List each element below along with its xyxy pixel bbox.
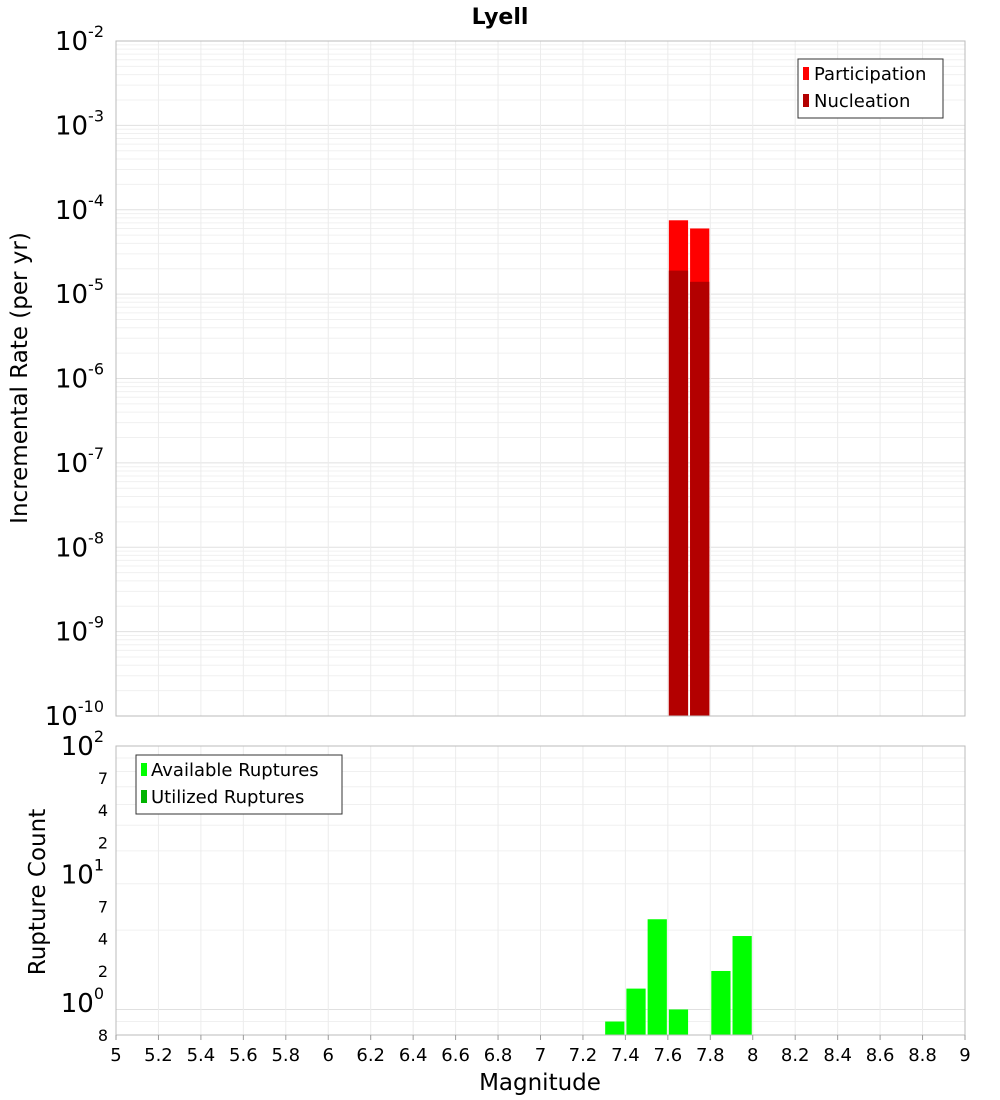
x-tick-label: 8.2 xyxy=(781,1045,810,1066)
bottom-y-ticks: 8 100 2 4 7 101 2 4 7 102 xyxy=(61,727,108,1045)
bar-available-ruptures xyxy=(711,970,731,1035)
y-tick-label: 4 xyxy=(98,801,108,820)
y-tick-label: 7 xyxy=(98,898,108,917)
x-tick-label: 8.4 xyxy=(823,1045,852,1066)
x-tick-label: 5.6 xyxy=(229,1045,258,1066)
bar-available-ruptures xyxy=(605,1021,625,1035)
x-tick-label: 7.8 xyxy=(696,1045,725,1066)
legend-label-utilized: Utilized Ruptures xyxy=(151,787,304,808)
top-grid xyxy=(115,41,966,717)
y-tick-label: 101 xyxy=(61,855,104,890)
bar-nucleation xyxy=(690,281,710,716)
x-tick-label: 5.2 xyxy=(144,1045,173,1066)
x-tick-label: 6.6 xyxy=(441,1045,470,1066)
legend-label-available: Available Ruptures xyxy=(151,760,319,781)
top-legend: Participation Nucleation xyxy=(797,58,944,119)
x-tick-label: 5.8 xyxy=(271,1045,300,1066)
y-tick-label: 4 xyxy=(98,930,108,949)
x-tick-label: 8.6 xyxy=(866,1045,895,1066)
top-bars xyxy=(668,220,710,717)
y-tick-label: 2 xyxy=(98,962,108,981)
x-ticks: 5 5.2 5.4 5.6 5.8 6 6.2 6.4 6.6 6.8 7 7.2 7.4 7.6 7.8 8… xyxy=(110,1035,971,1066)
x-tick-label: 9 xyxy=(959,1045,970,1066)
legend-label-participation: Participation xyxy=(814,64,926,85)
bar-available-ruptures xyxy=(647,919,667,1035)
y-tick-label: 10-5 xyxy=(55,275,104,310)
x-axis-label: Magnitude xyxy=(479,1070,601,1096)
chart-title: Lyell xyxy=(472,5,529,30)
x-tick-label: 7.6 xyxy=(654,1045,683,1066)
legend-swatch-utilized xyxy=(141,790,147,803)
legend-swatch-available xyxy=(141,763,147,776)
y-tick-label: 10-2 xyxy=(55,22,104,57)
y-tick-label: 10-7 xyxy=(55,444,104,479)
y-tick-label: 100 xyxy=(61,984,104,1019)
legend-swatch-nucleation xyxy=(803,94,809,107)
bottom-legend-box xyxy=(135,754,343,815)
y-tick-label: 10-3 xyxy=(55,106,104,141)
bar-available-ruptures xyxy=(668,1009,689,1035)
x-tick-label: 7 xyxy=(535,1045,546,1066)
bottom-panel: 8 100 2 4 7 101 2 4 7 102 5 5.2 5.4 5.6 5.8 6 6.2 6.4 6.6… xyxy=(25,727,971,1096)
y-tick-label: 10-8 xyxy=(55,528,104,563)
y-tick-label: 10-6 xyxy=(55,360,104,395)
x-tick-label: 6.8 xyxy=(484,1045,513,1066)
y-tick-label: 102 xyxy=(61,727,104,762)
legend-swatch-participation xyxy=(803,67,809,80)
x-tick-label: 7.2 xyxy=(569,1045,598,1066)
bottom-bars xyxy=(605,919,752,1035)
y-tick-label: 2 xyxy=(98,833,108,852)
y-tick-label: 10-10 xyxy=(45,697,104,732)
x-tick-label: 8.8 xyxy=(908,1045,937,1066)
bottom-legend: Available Ruptures Utilized Ruptures xyxy=(135,754,343,815)
x-tick-label: 6.4 xyxy=(399,1045,428,1066)
x-tick-label: 6.2 xyxy=(356,1045,385,1066)
x-tick-label: 6 xyxy=(323,1045,334,1066)
top-plot-border xyxy=(115,40,966,717)
top-y-ticks: 10-10 10-9 10-8 10-7 10-6 10-5 10-4 10-3 10-2 xyxy=(45,22,104,732)
x-tick-label: 8 xyxy=(747,1045,758,1066)
bottom-y-axis-label: Rupture Count xyxy=(25,809,51,975)
top-panel: 10-10 10-9 10-8 10-7 10-6 10-5 10-4 10-3 10-2 In… xyxy=(7,22,966,732)
y-tick-label: 7 xyxy=(98,769,108,788)
top-legend-box xyxy=(797,58,944,119)
bar-available-ruptures xyxy=(626,988,646,1035)
y-tick-label: 8 xyxy=(98,1026,108,1045)
bar-nucleation xyxy=(668,270,689,716)
x-tick-label: 5.4 xyxy=(187,1045,216,1066)
x-tick-label: 7.4 xyxy=(611,1045,640,1066)
y-tick-label: 10-9 xyxy=(55,613,104,648)
legend-label-nucleation: Nucleation xyxy=(814,91,910,112)
y-tick-label: 10-4 xyxy=(55,191,104,226)
x-tick-label: 5 xyxy=(110,1045,121,1066)
top-y-axis-label: Incremental Rate (per yr) xyxy=(7,232,33,524)
bar-available-ruptures xyxy=(732,936,752,1035)
